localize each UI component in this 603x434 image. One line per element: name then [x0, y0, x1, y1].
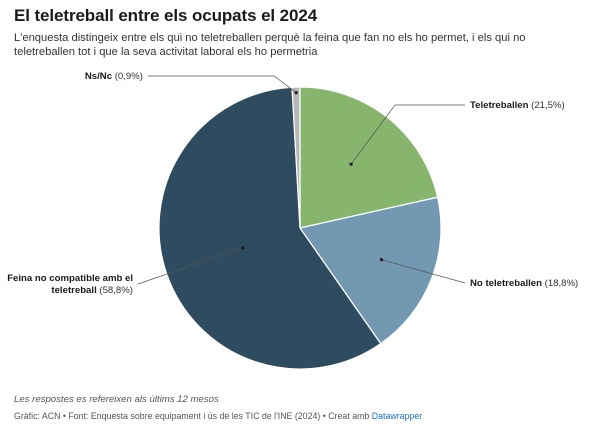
datawrapper-link[interactable]: Datawrapper	[371, 411, 423, 421]
chart-subtitle: L'enquesta distingeix entre els qui no t…	[14, 32, 526, 58]
chart-note: Les respostes es refereixen als últims 1…	[14, 394, 219, 405]
leader-dot-ns-nc	[294, 91, 298, 95]
leader-line-no-teletreballen	[381, 259, 466, 284]
leader-dot-teletreballen	[349, 162, 353, 166]
slice-label-feina-no-compatible-amb-el-teletreball: Feina no compatible amb el teletreball (5…	[7, 273, 133, 296]
leader-dot-no-teletreballen	[379, 258, 384, 262]
pie-slice-teletreballen[interactable]	[299, 86, 439, 229]
pie-slice-no-teletreballen[interactable]	[298, 196, 442, 345]
chart-title: El teletreball entre els ocupats el 2024	[14, 6, 318, 25]
slice-label-no-teletreballen: No teletreballen (18,8%)	[470, 278, 578, 289]
slice-label-ns-nc: Ns/Nc (0,9%)	[85, 71, 143, 82]
slice-label-teletreballen: Teletreballen (21,5%)	[470, 100, 565, 111]
leader-line-feina-no-compatible-amb-el-teletreball	[137, 247, 243, 285]
leader-line-teletreballen	[350, 104, 465, 165]
leader-dot-feina-no-compatible-amb-el-teletreball	[241, 246, 245, 250]
pie-slice-ns-nc[interactable]	[291, 86, 301, 229]
chart-credits: Gràfic: ACN • Font: Enquesta sobre equip…	[14, 411, 422, 421]
leader-line-ns-nc	[148, 75, 297, 93]
credits-text: Gràfic: ACN • Font: Enquesta sobre equip…	[14, 411, 372, 421]
